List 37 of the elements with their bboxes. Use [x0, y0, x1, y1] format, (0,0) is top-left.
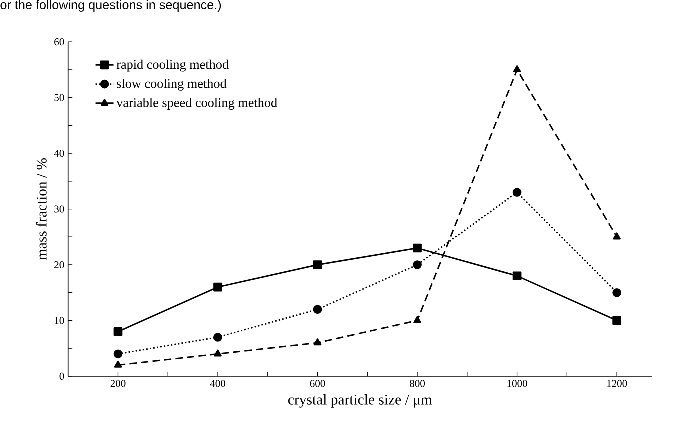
point: [313, 305, 322, 314]
x-tick-label: 200: [110, 380, 126, 388]
point: [613, 232, 621, 240]
point: [114, 327, 123, 336]
point: [114, 360, 122, 368]
legend-label: variable speed cooling method: [116, 98, 278, 110]
point: [214, 282, 222, 292]
point: [313, 260, 322, 270]
point: [612, 288, 622, 298]
point: [513, 65, 522, 72]
text: or the following questions in sequence.): [0, 0, 222, 12]
x-tick-label: 600: [310, 380, 326, 388]
point: [512, 272, 522, 281]
x-tick-label: 800: [410, 380, 426, 388]
point: [413, 260, 422, 270]
point: [114, 350, 123, 359]
legend-label: rapid cooling method: [116, 60, 229, 72]
point: [414, 316, 422, 324]
y-tick-label: 30: [54, 206, 64, 213]
x-tick-label: 1200: [607, 380, 628, 388]
y-tick-label: 50: [54, 94, 64, 102]
x-tick-label: 1000: [508, 380, 528, 388]
point: [314, 338, 322, 346]
y-tick-label: 40: [54, 150, 64, 158]
point: [512, 188, 522, 197]
y-tick-label: 0: [60, 372, 64, 380]
point: [612, 316, 622, 326]
legend-label: slow cooling method: [117, 78, 227, 91]
y-tick-label: 60: [54, 38, 64, 46]
point: [214, 350, 222, 357]
point: [214, 333, 222, 342]
y-tick-label: 10: [55, 317, 64, 324]
x-axis-title: crystal particle size / μm: [288, 394, 432, 408]
x-tick-label: 400: [210, 380, 226, 388]
y-tick-label: 20: [54, 261, 64, 269]
y-axis-title: mass fraction / %: [36, 158, 47, 260]
point: [413, 244, 422, 253]
